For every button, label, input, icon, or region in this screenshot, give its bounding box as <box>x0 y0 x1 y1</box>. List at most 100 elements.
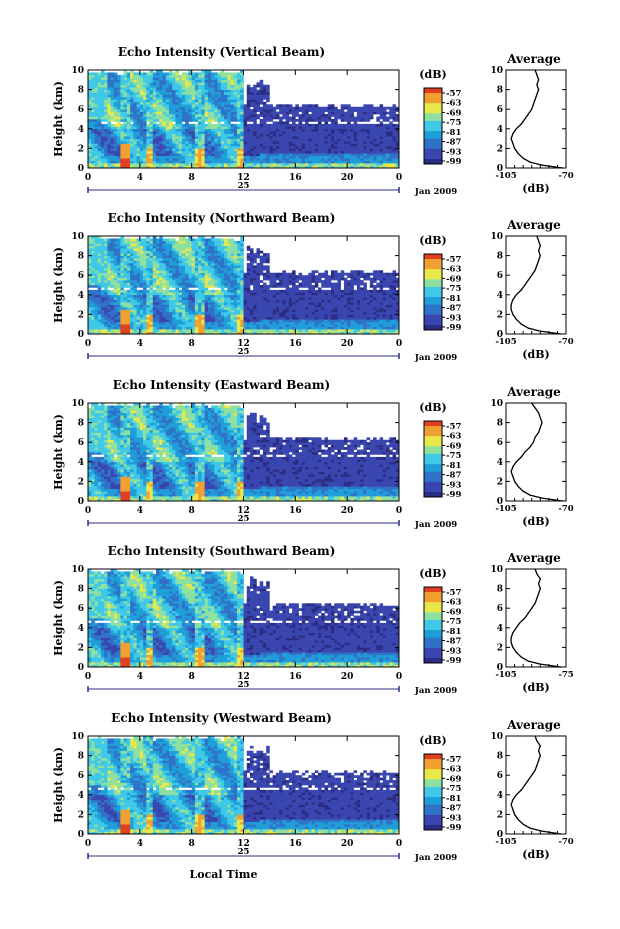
heatmap-cell <box>191 82 196 85</box>
heatmap-cell <box>356 163 361 166</box>
heatmap-cell <box>91 294 95 298</box>
heatmap-cell <box>353 116 358 120</box>
heatmap-cell <box>347 165 351 169</box>
heatmap-cell <box>91 267 95 271</box>
heatmap-cell <box>198 331 202 335</box>
heatmap-cell <box>298 133 303 137</box>
heatmap-cell <box>178 89 183 93</box>
heatmap-cell <box>188 297 192 300</box>
heatmap-cell <box>389 128 393 132</box>
heatmap-cell <box>181 84 186 88</box>
heatmap-cell <box>233 319 238 323</box>
heatmap-cell <box>204 70 209 73</box>
heatmap-cell <box>94 89 99 93</box>
heatmap-cell <box>340 148 345 152</box>
heatmap-cell <box>143 158 147 161</box>
heatmap-cell <box>356 109 361 112</box>
heatmap-cell <box>162 309 167 313</box>
heatmap-cell <box>146 253 150 256</box>
heatmap-cell <box>117 126 121 130</box>
heatmap-cell <box>207 294 212 298</box>
heatmap-cell <box>194 265 199 269</box>
heatmap-cell <box>97 121 102 125</box>
heatmap-cell <box>156 77 160 81</box>
heatmap-cell <box>181 243 186 247</box>
heatmap-cell <box>230 331 235 335</box>
heatmap-cell <box>207 245 212 249</box>
heatmap-cell <box>159 77 163 81</box>
heatmap-cell <box>211 143 215 147</box>
heatmap-cell <box>123 121 128 125</box>
heatmap-cell <box>130 96 134 100</box>
heatmap-cell <box>123 277 128 281</box>
heatmap-cell <box>330 121 335 125</box>
heatmap-cell <box>143 292 147 296</box>
heatmap-cell <box>156 145 160 149</box>
heatmap-cell <box>107 155 111 159</box>
heatmap-cell <box>156 297 160 300</box>
heatmap-cell <box>224 119 228 122</box>
heatmap-cell <box>130 153 134 157</box>
heatmap-cell <box>379 136 384 139</box>
heatmap-cell <box>107 126 111 130</box>
y-axis-label: Height (km) <box>52 81 65 157</box>
heatmap-cell <box>369 116 374 120</box>
heatmap-cell <box>305 106 309 110</box>
heatmap-cell <box>156 245 160 249</box>
heatmap-cell <box>188 326 192 330</box>
heatmap-cell <box>133 89 137 93</box>
heatmap-cell <box>172 329 176 332</box>
heatmap-cell <box>272 136 277 139</box>
heatmap-cell <box>168 138 173 142</box>
heatmap-cell <box>126 297 131 300</box>
heatmap-cell <box>227 299 231 303</box>
heatmap-cell <box>211 297 215 300</box>
heatmap-cell <box>88 94 92 98</box>
profile-y-tick-label: 0 <box>497 164 503 174</box>
heatmap-cell <box>392 123 397 127</box>
heatmap-cell <box>168 82 173 85</box>
heatmap-cell <box>233 96 238 100</box>
heatmap-cell <box>91 326 95 330</box>
heatmap-cell <box>181 128 186 132</box>
heatmap-cell <box>94 141 99 144</box>
heatmap-cell <box>172 267 176 271</box>
heatmap-cell <box>91 150 95 154</box>
heatmap-cell <box>104 307 108 310</box>
heatmap-cell <box>288 138 293 142</box>
heatmap-cell <box>191 89 196 93</box>
heatmap-cell <box>214 250 218 254</box>
heatmap-cell <box>88 297 92 300</box>
heatmap-cell <box>246 111 251 115</box>
heatmap-cell <box>324 141 329 144</box>
heatmap-cell <box>224 326 228 330</box>
heatmap-cell <box>386 165 390 169</box>
heatmap-cell <box>139 74 144 78</box>
heatmap-cell <box>227 87 231 90</box>
heatmap-cell <box>220 287 225 291</box>
heatmap-cell <box>201 302 205 305</box>
heatmap-cell <box>97 238 102 242</box>
profile-point <box>529 161 531 163</box>
heatmap-cell <box>207 101 212 105</box>
heatmap-cell <box>94 331 99 335</box>
heatmap-cell <box>162 138 167 142</box>
heatmap-cell <box>139 316 144 320</box>
heatmap-cell <box>243 153 248 157</box>
heatmap-cell <box>143 302 147 305</box>
heatmap-cell <box>136 145 141 149</box>
heatmap-cell <box>117 272 121 276</box>
heatmap-cell <box>133 304 137 308</box>
heatmap-cell <box>104 324 108 327</box>
heatmap-cell <box>207 87 212 90</box>
heatmap-cell <box>262 109 267 112</box>
heatmap-cell <box>94 236 99 239</box>
heatmap-cell <box>256 92 260 95</box>
heatmap-cell <box>194 77 199 81</box>
heatmap-cell <box>211 243 215 247</box>
heatmap-cell <box>340 136 345 139</box>
heatmap-cell <box>395 148 400 152</box>
heatmap-cell <box>146 304 150 308</box>
heatmap-cell <box>110 326 115 330</box>
heatmap-cell <box>185 87 189 90</box>
